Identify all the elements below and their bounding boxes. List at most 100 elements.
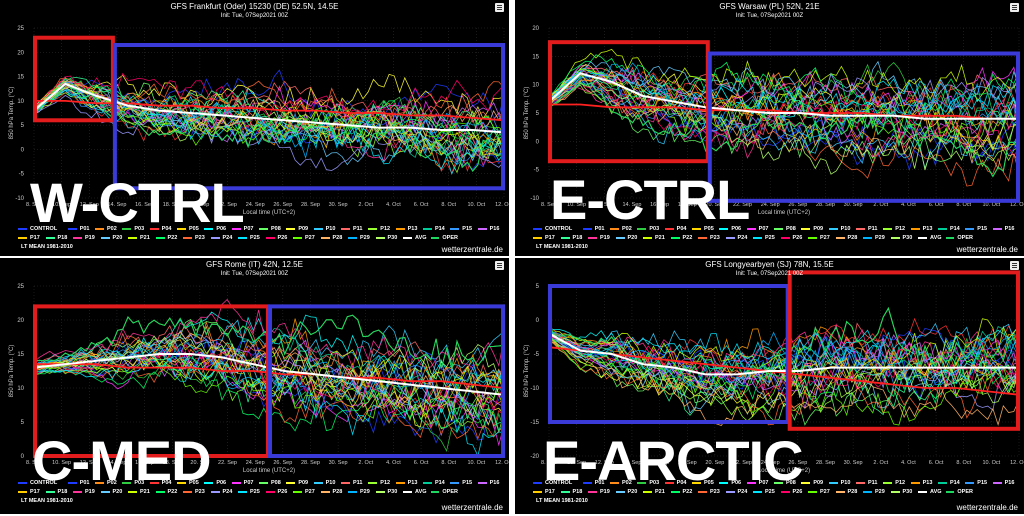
legend-item[interactable]: P25 xyxy=(753,489,781,495)
legend-item[interactable]: P07 xyxy=(231,226,259,232)
legend-item[interactable]: P21 xyxy=(128,235,156,241)
legend-item[interactable]: P04 xyxy=(664,226,692,232)
legend-item[interactable]: P19 xyxy=(588,489,616,495)
legend-item[interactable]: P01 xyxy=(582,480,610,486)
legend-item[interactable]: P07 xyxy=(746,226,774,232)
legend-item[interactable]: P22 xyxy=(155,489,184,495)
legend-item[interactable]: P14 xyxy=(422,226,450,232)
legend-item[interactable]: P04 xyxy=(664,480,692,486)
legend-item[interactable]: P19 xyxy=(73,235,101,241)
legend-item[interactable]: P26 xyxy=(780,489,809,495)
legend-item[interactable]: P06 xyxy=(719,480,746,486)
legend-item[interactable]: P29 xyxy=(863,235,891,241)
legend-item[interactable]: P26 xyxy=(780,235,809,241)
legend-item[interactable]: P22 xyxy=(670,235,699,241)
legend-item[interactable]: P02 xyxy=(95,226,122,232)
legend-item[interactable]: AVG xyxy=(918,235,946,241)
legend-item[interactable]: OPER xyxy=(430,489,458,495)
legend-item[interactable]: P23 xyxy=(698,235,726,241)
legend-item[interactable]: P10 xyxy=(313,480,341,486)
legend-item[interactable]: P10 xyxy=(828,480,856,486)
legend-item[interactable]: P25 xyxy=(238,489,266,495)
legend-item[interactable]: P09 xyxy=(801,480,828,486)
legend-item[interactable]: P05 xyxy=(692,480,719,486)
legend-item[interactable]: OPER xyxy=(945,489,973,495)
legend-item[interactable]: P27 xyxy=(808,489,836,495)
legend-item[interactable]: P21 xyxy=(128,489,156,495)
legend-item[interactable]: P18 xyxy=(45,235,74,241)
legend-item[interactable]: P23 xyxy=(698,489,726,495)
legend-item[interactable]: P11 xyxy=(855,480,883,486)
legend-item[interactable]: P13 xyxy=(395,480,423,486)
legend-item[interactable]: P08 xyxy=(773,226,801,232)
legend-item[interactable]: P09 xyxy=(286,480,313,486)
legend-item[interactable]: P13 xyxy=(395,226,423,232)
legend-item[interactable]: P06 xyxy=(719,226,746,232)
legend-item[interactable]: P30 xyxy=(890,489,919,495)
legend-item[interactable]: P25 xyxy=(238,235,266,241)
legend-item[interactable]: P14 xyxy=(422,480,450,486)
legend-item[interactable]: P27 xyxy=(293,235,321,241)
legend-item[interactable]: P21 xyxy=(643,489,671,495)
legend-item[interactable]: P05 xyxy=(177,226,204,232)
legend-item[interactable]: P02 xyxy=(610,226,637,232)
legend-item[interactable]: P18 xyxy=(560,489,589,495)
legend-item[interactable]: P28 xyxy=(835,489,864,495)
legend-item[interactable]: P28 xyxy=(320,489,349,495)
legend-item[interactable]: P18 xyxy=(45,489,74,495)
legend-item[interactable]: P05 xyxy=(692,226,719,232)
legend-item[interactable]: P20 xyxy=(100,235,129,241)
legend-item[interactable]: LT MEAN 1981-2010 xyxy=(533,244,588,250)
legend-item[interactable]: P05 xyxy=(177,480,204,486)
legend-item[interactable]: P19 xyxy=(588,235,616,241)
legend-item[interactable]: P23 xyxy=(183,489,211,495)
legend-item[interactable]: CONTROL xyxy=(18,480,68,486)
legend-item[interactable]: LT MEAN 1981-2010 xyxy=(18,244,73,250)
legend-item[interactable]: P15 xyxy=(965,226,992,232)
legend-item[interactable]: P26 xyxy=(265,489,294,495)
legend-item[interactable]: P04 xyxy=(149,480,177,486)
legend-item[interactable]: P11 xyxy=(340,480,368,486)
legend-item[interactable]: P16 xyxy=(477,480,505,486)
menu-icon[interactable] xyxy=(1010,3,1019,12)
legend-item[interactable]: P08 xyxy=(258,480,286,486)
legend-item[interactable]: P25 xyxy=(753,235,781,241)
legend-item[interactable]: P22 xyxy=(670,489,699,495)
legend-item[interactable]: P11 xyxy=(855,226,883,232)
legend-item[interactable]: P28 xyxy=(835,235,864,241)
legend-item[interactable]: P24 xyxy=(210,489,239,495)
legend-item[interactable]: P03 xyxy=(122,226,149,232)
legend-item[interactable]: P06 xyxy=(204,226,231,232)
legend-item[interactable]: P30 xyxy=(375,489,404,495)
legend-item[interactable]: LT MEAN 1981-2010 xyxy=(18,498,73,504)
legend-item[interactable]: P02 xyxy=(95,480,122,486)
legend-item[interactable]: P10 xyxy=(828,226,856,232)
legend-item[interactable]: P16 xyxy=(992,480,1020,486)
legend-item[interactable]: P20 xyxy=(100,489,129,495)
legend-item[interactable]: P08 xyxy=(258,226,286,232)
legend-item[interactable]: P16 xyxy=(992,226,1020,232)
legend-item[interactable]: P04 xyxy=(149,226,177,232)
legend-item[interactable]: P28 xyxy=(320,235,349,241)
legend-item[interactable]: P07 xyxy=(746,480,774,486)
legend-item[interactable]: P15 xyxy=(450,480,477,486)
legend-item[interactable]: P09 xyxy=(286,226,313,232)
legend-item[interactable]: P14 xyxy=(937,480,965,486)
legend-item[interactable]: P24 xyxy=(210,235,239,241)
legend-item[interactable]: P10 xyxy=(313,226,341,232)
legend-item[interactable]: P26 xyxy=(265,235,294,241)
legend-item[interactable]: P20 xyxy=(615,235,644,241)
legend-item[interactable]: LT MEAN 1981-2010 xyxy=(533,498,588,504)
legend-item[interactable]: P12 xyxy=(368,226,395,232)
menu-icon[interactable] xyxy=(495,261,504,270)
legend-item[interactable]: P12 xyxy=(368,480,395,486)
legend-item[interactable]: P11 xyxy=(340,226,368,232)
legend-item[interactable]: P27 xyxy=(293,489,321,495)
legend-item[interactable]: P22 xyxy=(155,235,184,241)
legend-item[interactable]: P06 xyxy=(204,480,231,486)
legend-item[interactable]: AVG xyxy=(403,235,431,241)
legend-item[interactable]: P03 xyxy=(637,480,664,486)
legend-item[interactable]: P24 xyxy=(725,235,754,241)
legend-item[interactable]: P29 xyxy=(863,489,891,495)
legend-item[interactable]: P07 xyxy=(231,480,259,486)
